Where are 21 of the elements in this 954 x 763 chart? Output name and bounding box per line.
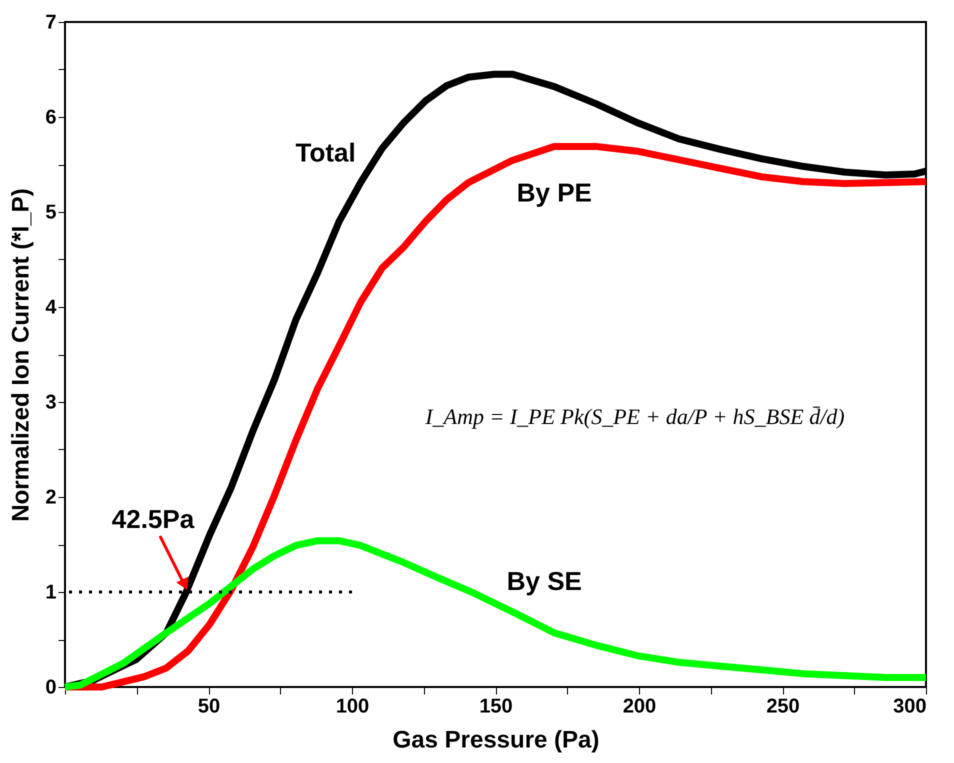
- series-label: Total: [296, 138, 356, 168]
- y-tick-label: 5: [45, 202, 56, 224]
- x-tick-label: 50: [198, 696, 220, 718]
- x-tick-label: 300: [893, 696, 926, 718]
- y-tick-label: 6: [45, 106, 56, 128]
- x-axis-title: Gas Pressure (Pa): [392, 726, 600, 754]
- x-tick-label: 100: [336, 696, 370, 718]
- y-tick-label: 3: [45, 392, 56, 414]
- series-label: By SE: [506, 566, 582, 596]
- x-tick-label: 150: [479, 696, 513, 718]
- series-label: By PE: [516, 177, 592, 208]
- y-tick-label: 7: [45, 12, 56, 34]
- y-axis-title: Normalized Ion Current (*I_P): [7, 188, 34, 522]
- annotation: 42.5Pa: [112, 504, 195, 534]
- annotation: I_Amp = I_PE Pk(S_PE + da/P + hS_BSE d̄/d): [424, 404, 845, 430]
- y-tick-label: 4: [45, 296, 58, 318]
- x-tick-label: 200: [622, 696, 656, 718]
- x-tick-label: 250: [766, 696, 800, 718]
- y-tick-label: 2: [45, 486, 56, 508]
- y-tick-label: 1: [45, 582, 56, 604]
- y-tick-label: 0: [45, 676, 56, 698]
